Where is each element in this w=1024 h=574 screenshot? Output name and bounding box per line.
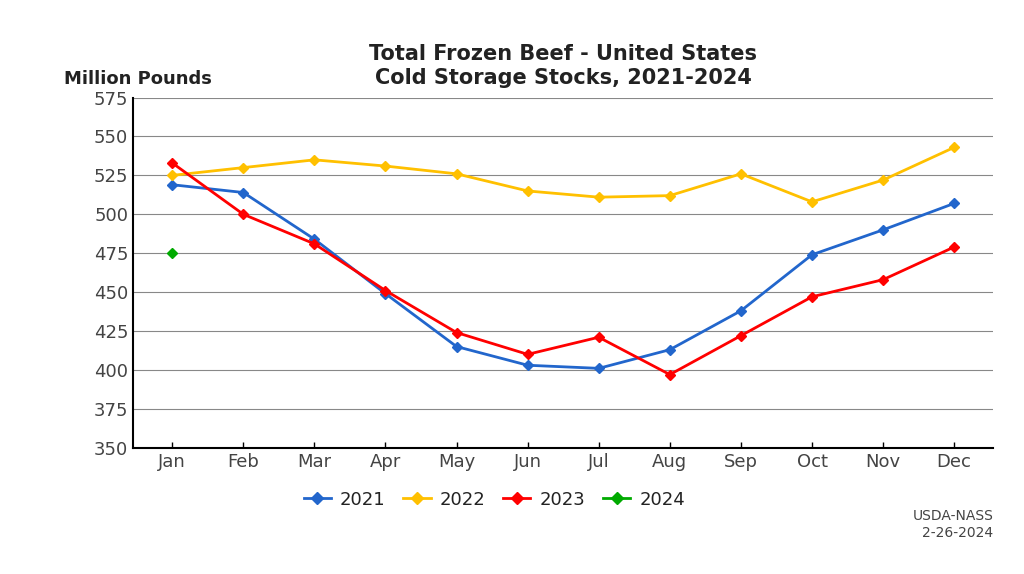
2022 bbox=[593, 194, 605, 201]
2021 bbox=[806, 251, 818, 258]
2023 bbox=[664, 371, 676, 378]
2021 bbox=[521, 362, 534, 369]
2022 bbox=[238, 164, 250, 171]
2023 bbox=[806, 293, 818, 300]
2021 bbox=[735, 307, 748, 314]
2021 bbox=[451, 343, 463, 350]
2023 bbox=[877, 276, 889, 283]
Legend: 2021, 2022, 2023, 2024: 2021, 2022, 2023, 2024 bbox=[296, 483, 692, 515]
2021 bbox=[877, 226, 889, 233]
2023 bbox=[948, 243, 961, 250]
2021 bbox=[593, 365, 605, 372]
Text: Million Pounds: Million Pounds bbox=[65, 69, 212, 88]
2023 bbox=[166, 160, 178, 166]
2023 bbox=[308, 241, 321, 247]
2023 bbox=[735, 332, 748, 339]
2022 bbox=[451, 170, 463, 177]
2022 bbox=[664, 192, 676, 199]
Title: Total Frozen Beef - United States
Cold Storage Stocks, 2021-2024: Total Frozen Beef - United States Cold S… bbox=[370, 45, 757, 88]
2021 bbox=[379, 290, 391, 297]
2022 bbox=[877, 177, 889, 184]
2022 bbox=[806, 199, 818, 205]
Text: USDA-NASS
2-26-2024: USDA-NASS 2-26-2024 bbox=[912, 509, 993, 540]
2023 bbox=[593, 334, 605, 341]
Line: 2023: 2023 bbox=[169, 160, 957, 378]
2022 bbox=[166, 172, 178, 179]
2023 bbox=[521, 351, 534, 358]
2022 bbox=[521, 188, 534, 195]
2023 bbox=[238, 211, 250, 218]
2021 bbox=[166, 181, 178, 188]
2023 bbox=[379, 287, 391, 294]
Line: 2022: 2022 bbox=[169, 144, 957, 205]
2022 bbox=[735, 170, 748, 177]
2022 bbox=[308, 156, 321, 163]
2022 bbox=[948, 144, 961, 151]
2021 bbox=[238, 189, 250, 196]
2022 bbox=[379, 162, 391, 169]
2021 bbox=[308, 236, 321, 243]
Line: 2021: 2021 bbox=[169, 181, 957, 372]
2021 bbox=[664, 346, 676, 353]
2021 bbox=[948, 200, 961, 207]
2023 bbox=[451, 329, 463, 336]
